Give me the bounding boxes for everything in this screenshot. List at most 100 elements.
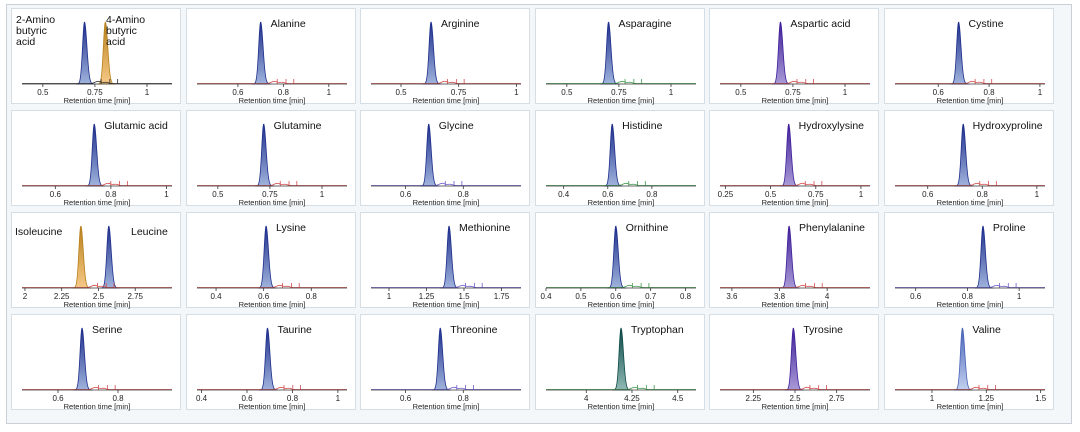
baseline-trace — [371, 386, 521, 390]
x-axis-label: Retention time [min] — [413, 96, 480, 105]
x-tick-label: 0.6 — [610, 292, 622, 301]
peak-title: Asparagine — [618, 18, 671, 30]
chromatogram-panel: 0.4 0.6 0.8 Retention time [min] Histidine — [534, 110, 705, 207]
peak-title: Glycine — [439, 120, 474, 132]
x-tick-label: 0.8 — [983, 88, 995, 97]
x-tick-label: 2.25 — [746, 394, 762, 403]
peak-area — [73, 327, 93, 391]
peak-title: 2-Amino butyric acid — [16, 14, 55, 48]
x-tick-label: 1 — [319, 190, 324, 199]
peak-area — [949, 21, 969, 85]
peak-title: Isoleucine — [15, 226, 62, 238]
x-axis-label: Retention time [min] — [238, 96, 305, 105]
x-tick-label: 0.8 — [679, 292, 691, 301]
chromatogram-plot: 0.6 0.8 1 Retention time [min] Alanine — [196, 18, 347, 105]
x-axis-label: Retention time [min] — [587, 402, 654, 411]
x-tick-label: 2.75 — [127, 292, 143, 301]
x-tick-label: 1.75 — [494, 292, 510, 301]
chromatogram-panel: 2 2.25 2.5 2.75 Retention time [min] Isoleuci… — [11, 212, 181, 309]
chromatogram-panel: 0.5 0.75 1 Retention time [min] Asparagine — [534, 8, 705, 105]
x-tick-label: 0.75 — [451, 88, 467, 97]
chromatogram-plot: 0.5 0.75 1 Retention time [min] Asparagine — [545, 18, 696, 105]
baseline-trace — [894, 182, 1045, 186]
x-axis-label: Retention time [min] — [413, 402, 480, 411]
x-axis-label: Retention time [min] — [936, 96, 1003, 105]
x-tick-label: 0.4 — [195, 394, 207, 403]
x-tick-label: 0.75 — [87, 88, 103, 97]
peak-title: Threonine — [450, 324, 497, 336]
x-tick-label: 0.6 — [400, 190, 412, 199]
x-tick-label: 0.6 — [232, 88, 244, 97]
peak-title: Alanine — [270, 18, 305, 30]
peak-area — [256, 225, 277, 289]
x-axis-label: Retention time [min] — [587, 198, 654, 207]
x-tick-label: 1 — [929, 394, 934, 403]
chromatogram-grid: 0.5 0.75 1 Retention time [min] 2-Amino butyr… — [6, 4, 1072, 424]
peak-area — [954, 123, 974, 187]
x-tick-label: 0.8 — [105, 190, 117, 199]
baseline-trace — [371, 284, 521, 288]
x-tick-label: 0.75 — [808, 190, 824, 199]
x-tick-label: 0.5 — [212, 190, 224, 199]
x-tick-label: 0.5 — [735, 88, 747, 97]
peak-title: Phenylalanine — [799, 222, 865, 234]
peak-area — [780, 225, 800, 289]
chromatogram-panel: 1 1.25 1.5 1.75 Retention time [min] Methioni… — [360, 212, 530, 309]
x-tick-label: 0.6 — [241, 394, 253, 403]
peak-title: Cystine — [968, 18, 1003, 30]
peak-title: Valine — [972, 324, 1001, 336]
baseline-trace — [371, 80, 521, 84]
peak-area — [254, 123, 274, 187]
peak-title: Methionine — [459, 222, 511, 234]
baseline-trace — [196, 80, 347, 84]
x-tick-label: 3.6 — [726, 292, 738, 301]
x-tick-label: 1 — [326, 88, 331, 97]
x-tick-label: 0.6 — [52, 394, 64, 403]
chromatogram-panel: 0.5 0.75 1 Retention time [min] Aspartic aci… — [709, 8, 879, 105]
peak-area — [606, 225, 626, 289]
x-tick-label: 0.75 — [611, 88, 627, 97]
chromatogram-plot: 0.6 0.8 1 Retention time [min] Proline — [894, 222, 1045, 309]
x-tick-label: 0.8 — [458, 394, 470, 403]
chromatogram-panel: 0.5 0.75 1 Retention time [min] 2-Amino butyr… — [11, 8, 181, 105]
x-axis-label: Retention time [min] — [762, 96, 829, 105]
chromatogram-plot: 4 4.25 4.5 Retention time [min] Tryptophan — [545, 324, 696, 411]
peak-area — [100, 225, 120, 289]
x-tick-label: 2 — [23, 292, 28, 301]
x-axis-label: Retention time [min] — [64, 402, 131, 411]
peak-area — [422, 21, 442, 85]
x-tick-label: 3.8 — [774, 292, 786, 301]
chromatogram-plot: 0.6 0.8 1 Retention time [min] Hydroxyprolin… — [894, 120, 1045, 207]
chromatogram-panel: 0.6 0.8 1 Retention time [min] Hydroxyprolin… — [883, 110, 1054, 207]
peak-area — [611, 327, 632, 391]
peak-title-secondary: Leucine — [131, 226, 168, 238]
baseline-trace — [894, 80, 1045, 84]
x-axis-label: Retention time [min] — [762, 300, 829, 309]
x-tick-label: 0.6 — [258, 292, 270, 301]
peak-area — [771, 21, 792, 85]
x-tick-label: 1.25 — [978, 394, 994, 403]
peak-title: Hydroxyproline — [972, 120, 1042, 132]
x-tick-label: 0.8 — [286, 394, 298, 403]
peak-area — [251, 21, 271, 85]
chromatogram-panel: 0.4 0.5 0.6 0.7 0.8 Retention time [min] Ornit… — [534, 212, 705, 309]
chromatogram-plot: 0.5 0.75 1 Retention time [min] Aspartic aci… — [720, 18, 870, 105]
peak-area — [599, 21, 619, 85]
x-tick-label: 0.4 — [210, 292, 222, 301]
x-axis-label: Retention time [min] — [936, 300, 1003, 309]
peak-area — [75, 21, 96, 85]
x-tick-label: 0.8 — [961, 292, 973, 301]
x-tick-label: 1 — [387, 292, 392, 301]
x-tick-label: 2.5 — [789, 394, 801, 403]
x-tick-label: 1 — [1016, 292, 1021, 301]
x-tick-label: 0.25 — [718, 190, 734, 199]
baseline-trace — [720, 182, 870, 186]
chromatogram-panel: 0.6 0.8 Retention time [min] Serine — [11, 314, 181, 411]
x-tick-label: 0.4 — [540, 292, 552, 301]
x-tick-label: 0.6 — [50, 190, 62, 199]
baseline-trace — [894, 386, 1045, 390]
chromatogram-panel: 0.4 0.6 0.8 Retention time [min] Lysine — [185, 212, 356, 309]
